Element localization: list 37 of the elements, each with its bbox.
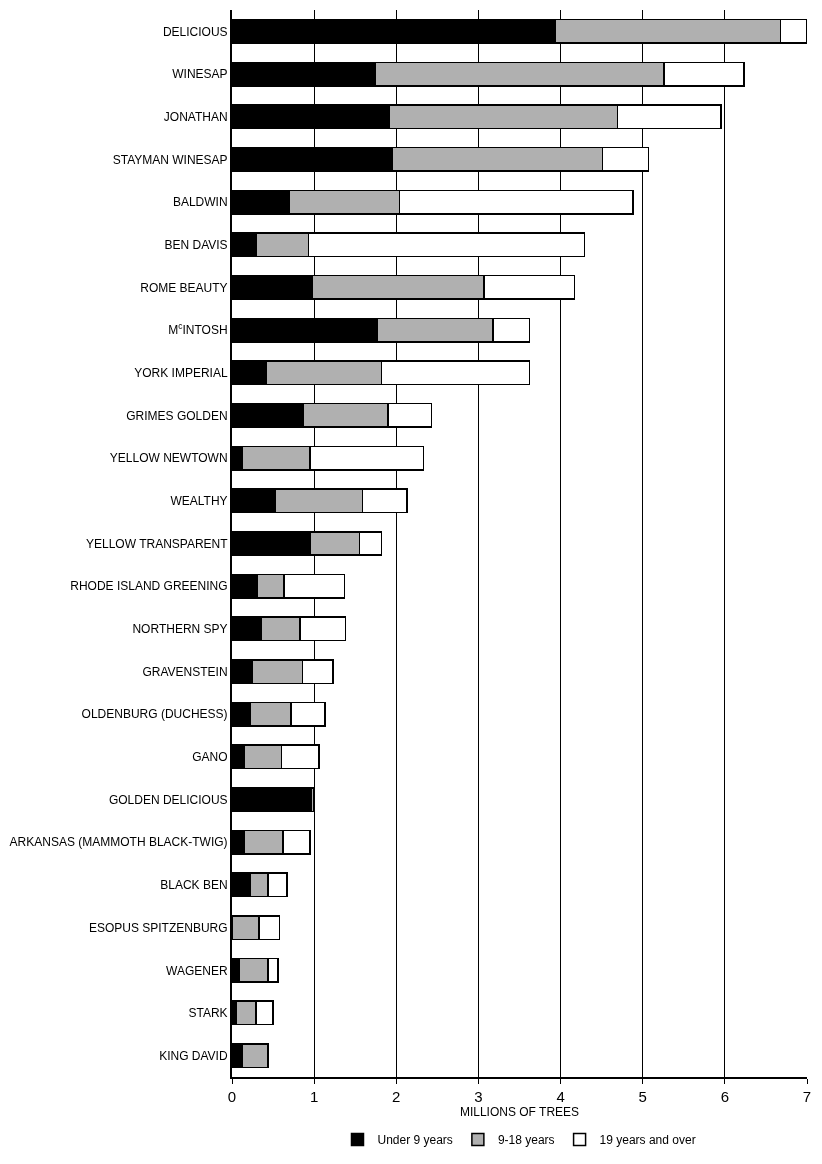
y-tick-label: M$^{c}$INTOSH bbox=[168, 321, 228, 338]
y-tick-label: BLACK BEN bbox=[160, 878, 228, 893]
y-tick-label: ESOPUS SPITZENBURG bbox=[88, 920, 228, 935]
legend-label: Under 9 years bbox=[377, 1133, 453, 1148]
y-tick-label: YELLOW TRANSPARENT bbox=[86, 536, 229, 551]
y-tick-label: STARK bbox=[188, 1006, 228, 1021]
y-tick-label: NORTHERN SPY bbox=[132, 622, 228, 637]
x-tick-label: 2 bbox=[392, 1088, 401, 1105]
x-tick-label: 6 bbox=[720, 1088, 730, 1105]
x-tick-label: 0 bbox=[227, 1088, 237, 1105]
x-tick-label: 1 bbox=[309, 1088, 319, 1105]
y-tick-label: ARKANSAS (MAMMOTH BLACK-TWIG) bbox=[9, 835, 228, 850]
x-axis-title: MILLIONS OF TREES bbox=[459, 1105, 580, 1119]
y-tick-label: RHODE ISLAND GREENING bbox=[70, 579, 228, 594]
x-tick-label: 7 bbox=[802, 1088, 812, 1105]
y-tick-label: GRAVENSTEIN bbox=[142, 664, 228, 679]
x-tick-label: 4 bbox=[556, 1088, 565, 1105]
y-tick-label: STAYMAN WINESAP bbox=[112, 152, 228, 167]
y-tick-label: JONATHAN bbox=[163, 109, 228, 124]
y-tick-label: ROME BEAUTY bbox=[140, 280, 228, 295]
y-tick-label: GANO bbox=[192, 750, 228, 765]
x-tick-label: 5 bbox=[638, 1088, 647, 1105]
y-tick-label: YELLOW NEWTOWN bbox=[109, 451, 228, 466]
y-tick-label: GOLDEN DELICIOUS bbox=[108, 792, 228, 807]
x-tick-label: 3 bbox=[474, 1088, 483, 1105]
y-tick-label: GRIMES GOLDEN bbox=[126, 408, 228, 423]
y-tick-label: BEN DAVIS bbox=[164, 237, 228, 252]
y-tick-label: YORK IMPERIAL bbox=[134, 365, 228, 380]
y-tick-label: DELICIOUS bbox=[162, 24, 228, 39]
y-tick-label: OLDENBURG (DUCHESS) bbox=[81, 707, 228, 722]
y-tick-label: WAGENER bbox=[166, 963, 228, 978]
y-tick-label: BALDWIN bbox=[172, 195, 228, 210]
y-tick-label: WEALTHY bbox=[170, 494, 228, 509]
legend-label: 19 years and over bbox=[599, 1133, 696, 1148]
y-tick-label: KING DAVID bbox=[159, 1048, 228, 1063]
legend-label: 9-18 years bbox=[497, 1133, 555, 1148]
y-tick-label: WINESAP bbox=[172, 67, 228, 82]
